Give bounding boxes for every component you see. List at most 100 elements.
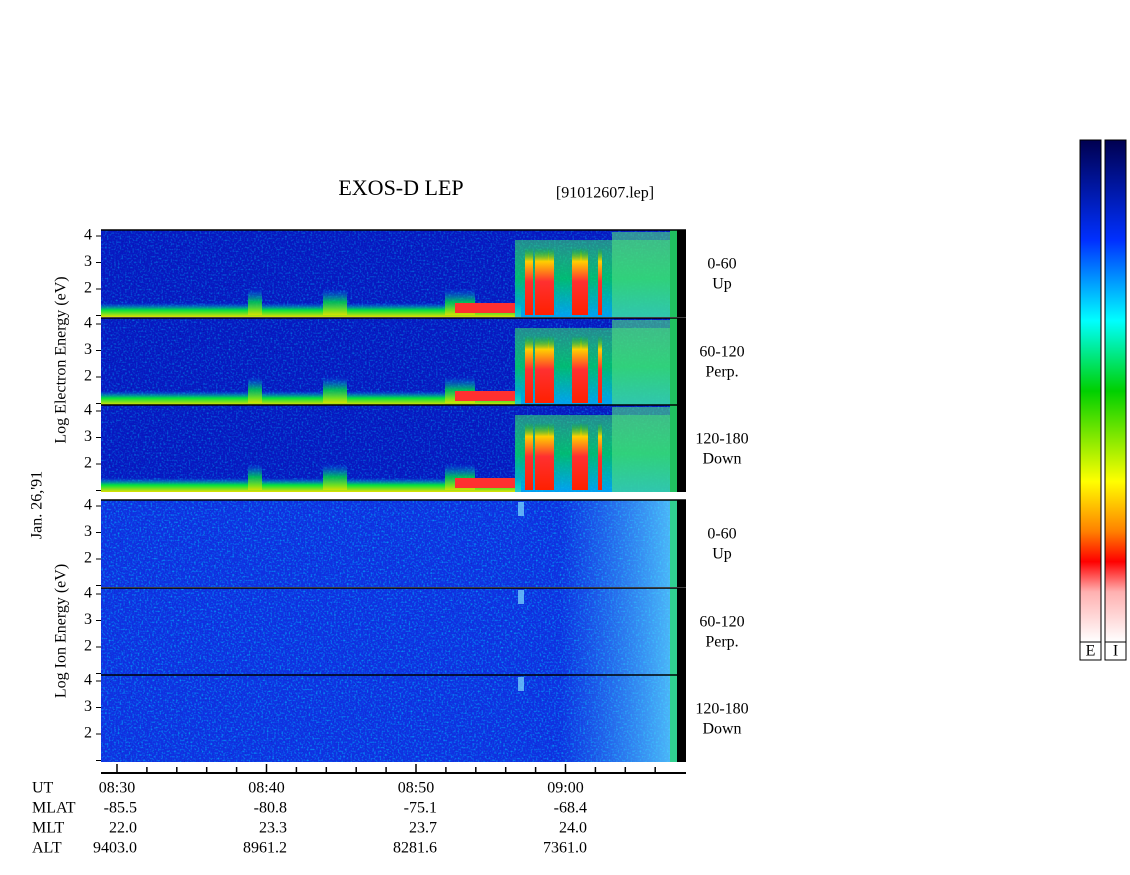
ion-streak <box>518 677 524 691</box>
y-tick-label: 3 <box>84 428 92 445</box>
y-tick-label: 3 <box>84 253 92 270</box>
y-tick-label: 3 <box>84 523 92 540</box>
row-value: 08:30 <box>99 780 135 797</box>
row-value: 8281.6 <box>393 840 437 857</box>
y-tick-label: 4 <box>84 672 92 689</box>
hot-blob <box>455 391 515 401</box>
hot-streak <box>525 248 533 315</box>
row-value: 23.3 <box>259 820 287 837</box>
row-value: -85.5 <box>104 800 137 817</box>
row-value: 9403.0 <box>93 840 137 857</box>
color-bar-label: E <box>1086 643 1096 660</box>
band-bump <box>323 377 347 403</box>
edge-strip-dark <box>677 230 686 317</box>
y-tick-label: 4 <box>84 227 92 244</box>
row-value: -80.8 <box>254 800 287 817</box>
title: EXOS-D LEP <box>338 175 463 200</box>
color-bar-label-box <box>1079 641 1102 661</box>
row-value: 08:50 <box>398 780 434 797</box>
date: Jan. 26,'91 <box>29 471 46 539</box>
row-value: 24.0 <box>559 820 587 837</box>
y-tick-label: 2 <box>84 455 92 472</box>
low-energy-band <box>101 391 521 405</box>
pitch-direction: Up <box>712 546 732 563</box>
hot-streak <box>535 336 549 403</box>
edge-strip-dark <box>677 675 686 762</box>
y-tick-label: 4 <box>84 315 92 332</box>
pitch-range: 60-120 <box>699 614 744 631</box>
aurora-region <box>612 320 670 405</box>
pitch-range: 0-60 <box>707 526 736 543</box>
ion-streak <box>518 590 524 604</box>
pitch-range: 0-60 <box>707 256 736 273</box>
y-tick-label: 3 <box>84 341 92 358</box>
row-name: MLT <box>32 820 65 837</box>
y-tick-label: 2 <box>84 638 92 655</box>
band-bump <box>323 289 347 315</box>
y-tick-label: 4 <box>84 402 92 419</box>
hot-streak <box>598 248 602 315</box>
hot-streak <box>572 248 582 315</box>
edge-strip-dark <box>677 405 686 492</box>
ion-edge <box>560 588 676 675</box>
edge-strip <box>670 675 677 762</box>
ion-axis-label: Log Ion Energy (eV) <box>53 564 70 698</box>
edge-strip <box>670 500 677 587</box>
hot-streak <box>580 423 588 490</box>
hot-streak <box>598 336 602 403</box>
hot-streak <box>535 248 549 315</box>
row-value: 09:00 <box>547 780 583 797</box>
aurora-region <box>612 407 670 492</box>
color-bar-label-box <box>1104 641 1127 661</box>
hot-blob <box>455 478 515 488</box>
edge-strip <box>670 230 677 317</box>
pitch-direction: Perp. <box>705 364 738 381</box>
color-bar <box>1079 139 1102 643</box>
hot-streak <box>548 248 554 315</box>
row-value: 23.7 <box>409 820 437 837</box>
hot-streak <box>525 423 533 490</box>
electron-axis-label: Log Electron Energy (eV) <box>53 276 70 443</box>
hot-streak <box>548 336 554 403</box>
edge-strip <box>670 318 677 405</box>
y-tick-label: 2 <box>84 368 92 385</box>
hot-streak <box>598 423 602 490</box>
row-name: UT <box>32 780 54 797</box>
pitch-range: 60-120 <box>699 344 744 361</box>
y-tick-label: 4 <box>84 497 92 514</box>
edge-strip-dark <box>677 318 686 405</box>
row-value: -75.1 <box>404 800 437 817</box>
y-tick-label: 3 <box>84 698 92 715</box>
gap <box>96 493 688 499</box>
hot-streak <box>525 336 533 403</box>
hot-streak <box>572 423 582 490</box>
row-value: -68.4 <box>554 800 587 817</box>
edge-strip-dark <box>677 500 686 587</box>
pitch-direction: Down <box>702 721 741 738</box>
pitch-range: 120-180 <box>695 701 748 718</box>
row-name: MLAT <box>32 800 76 817</box>
row-value: 22.0 <box>109 820 137 837</box>
y-tick-label: 2 <box>84 725 92 742</box>
row-value: 8961.2 <box>243 840 287 857</box>
row-value: 7361.0 <box>543 840 587 857</box>
aurora-region <box>612 232 670 317</box>
hot-streak <box>580 336 588 403</box>
y-tick-label: 2 <box>84 550 92 567</box>
band-bump <box>248 377 262 403</box>
color-bar <box>1104 139 1127 643</box>
band-bump <box>248 289 262 315</box>
edge-strip <box>670 588 677 675</box>
y-tick-label: 2 <box>84 280 92 297</box>
y-tick-label: 4 <box>84 585 92 602</box>
pitch-direction: Perp. <box>705 634 738 651</box>
edge-strip <box>670 405 677 492</box>
band-bump <box>248 464 262 490</box>
y-tick-label: 3 <box>84 611 92 628</box>
pitch-direction: Down <box>702 451 741 468</box>
hot-streak <box>548 423 554 490</box>
row-name: ALT <box>32 840 62 857</box>
pitch-range: 120-180 <box>695 431 748 448</box>
